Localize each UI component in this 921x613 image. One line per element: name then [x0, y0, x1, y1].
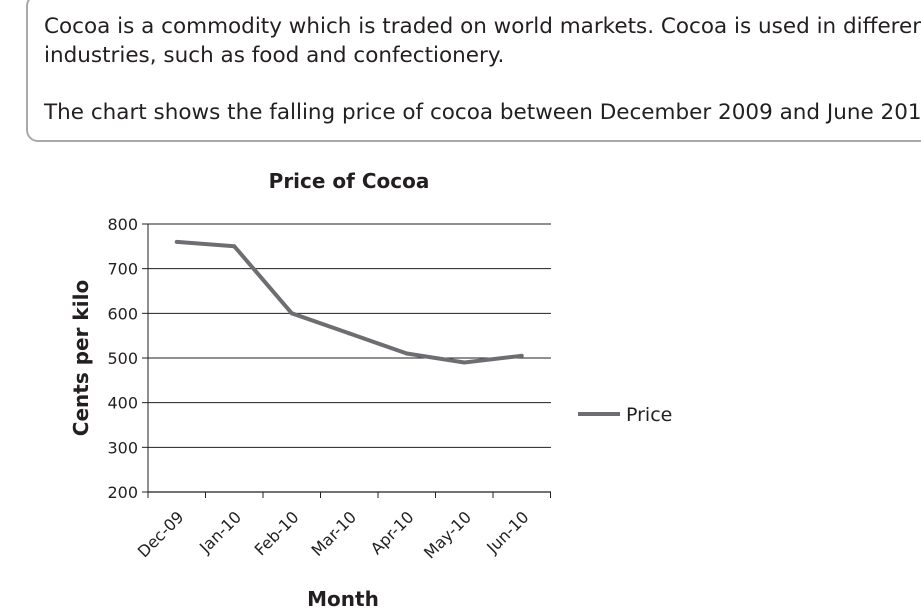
x-tick-label-feb-10: Feb-10 [251, 507, 303, 559]
x-tick-label-jan-10: Jan-10 [195, 507, 245, 557]
intro-text-line-3: The chart shows the falling price of coc… [44, 100, 921, 125]
axes [142, 223, 551, 498]
x-tick-label-jun-10: Jun-10 [482, 507, 532, 557]
y-tick-label-700: 700 [107, 260, 138, 279]
gridlines [148, 223, 551, 448]
y-tick-label-600: 600 [107, 304, 138, 323]
x-tick-label-mar-10: Mar-10 [308, 507, 361, 560]
series-lines [174, 239, 524, 365]
data-point-may-10 [462, 360, 467, 365]
x-tick-labels: Dec-09 Jan-10 Feb-10 Mar-10 Apr-10 May-10 Jun-… [134, 507, 533, 562]
intro-text-line-1: Cocoa is a commodity which is traded on … [44, 14, 921, 39]
intro-text-line-2: industries, such as food and confectione… [44, 43, 505, 68]
y-tick-label-200: 200 [107, 483, 138, 502]
x-tick-label-dec-09: Dec-09 [134, 507, 188, 561]
x-tick-label-apr-10: Apr-10 [367, 507, 418, 558]
y-tick-labels: 200 300 400 500 600 700 800 [107, 215, 138, 502]
data-point-jan-10 [232, 244, 237, 249]
y-tick-label-800: 800 [107, 215, 138, 234]
y-axis-title: Cents per kilo [69, 280, 93, 436]
legend: Price [578, 404, 672, 426]
y-tick-label-300: 300 [107, 438, 138, 457]
series-line-price [176, 239, 523, 365]
intro-box [26, 0, 921, 142]
y-tick-label-500: 500 [107, 349, 138, 368]
y-tick-label-400: 400 [107, 394, 138, 413]
x-tick-label-may-10: May-10 [420, 507, 475, 562]
chart-title: Price of Cocoa [269, 169, 430, 193]
data-point-apr-10 [404, 351, 409, 356]
data-point-jun-10 [519, 353, 524, 358]
legend-label-price: Price [626, 404, 672, 426]
data-point-mar-10 [347, 331, 352, 336]
x-axis-title: Month [307, 587, 379, 611]
data-point-dec-09 [174, 239, 179, 244]
data-point-feb-10 [289, 311, 294, 316]
